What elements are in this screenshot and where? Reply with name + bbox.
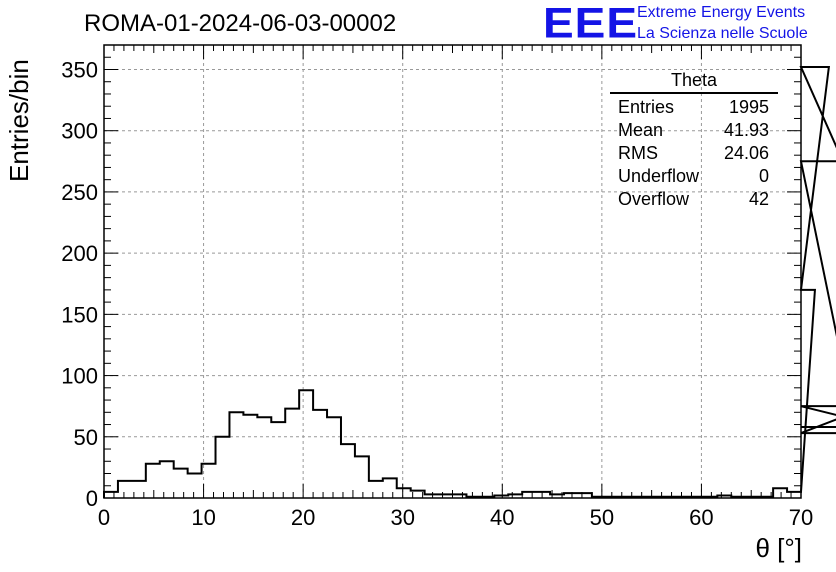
y-tick-label: 300 <box>61 119 98 144</box>
x-axis-label: θ [°] <box>755 533 802 563</box>
grid <box>104 45 801 498</box>
histogram-bin <box>285 409 299 498</box>
histogram-bin <box>118 481 132 498</box>
histogram-bin <box>397 488 411 498</box>
x-tick-label: 40 <box>490 505 514 530</box>
histogram-bin <box>229 412 243 498</box>
axes: 0 10 20 30 40 50 60 70 0 50 100 150 200 250 300 350 <box>61 44 813 530</box>
histogram-bin <box>104 492 118 498</box>
stats-row-entries: Entries 1995 <box>610 96 778 119</box>
histogram-bin <box>787 492 801 498</box>
stats-value: 0 <box>758 166 769 186</box>
histogram-bin <box>383 478 397 498</box>
chart-title: ROMA-01-2024-06-03-00002 <box>84 10 397 37</box>
stats-value: 42 <box>748 189 769 209</box>
stats-value: 24.06 <box>723 143 769 163</box>
x-tick-label: 50 <box>590 505 614 530</box>
histogram-bin <box>369 481 383 498</box>
stats-label: Underflow <box>618 166 700 186</box>
y-tick-label: 100 <box>61 364 98 389</box>
histogram-bin <box>257 417 271 498</box>
histogram-bin <box>536 492 550 498</box>
stats-row-mean: Mean 41.93 <box>610 119 778 142</box>
x-tick-label: 10 <box>191 505 215 530</box>
stats-box: Theta Entries 1995 Mean 41.93 RMS 24.06 … <box>610 70 778 211</box>
x-tick-label: 60 <box>689 505 713 530</box>
x-tick-label: 0 <box>98 505 110 530</box>
histogram-bin <box>188 474 202 498</box>
histogram-bin <box>313 410 327 498</box>
stats-value: 1995 <box>728 97 769 117</box>
stats-label: RMS <box>618 143 658 163</box>
histogram-bin <box>271 422 285 498</box>
stats-title: Theta <box>610 70 778 94</box>
histogram-bin <box>522 492 536 498</box>
y-tick-label: 150 <box>61 302 98 327</box>
logo-text-line2: La Scienza nelle Scuole <box>637 25 808 42</box>
histogram-bin <box>146 464 160 498</box>
stats-row-overflow: Overflow 42 <box>610 188 778 211</box>
stats-label: Entries <box>618 97 675 117</box>
histogram-bin <box>174 469 188 498</box>
histogram-bin <box>355 456 369 498</box>
histogram-bin <box>160 461 174 498</box>
stats-row-underflow: Underflow 0 <box>610 165 778 188</box>
histogram-bin <box>773 488 787 498</box>
y-axis-label: Entries/bin <box>4 59 34 182</box>
histogram-bin <box>216 437 230 498</box>
x-tick-label: 30 <box>390 505 414 530</box>
stats-label: Mean <box>618 120 664 140</box>
y-tick-label: 50 <box>74 425 98 450</box>
y-tick-label: 250 <box>61 180 98 205</box>
histogram-bin <box>341 444 355 498</box>
y-tick-label: 0 <box>86 486 98 511</box>
histogram-bin <box>243 415 257 498</box>
stats-row-rms: RMS 24.06 <box>610 142 778 165</box>
stats-value: 41.93 <box>723 120 769 140</box>
x-tick-label: 70 <box>789 505 813 530</box>
histogram-bin <box>299 390 313 498</box>
stats-label: Overflow <box>618 189 690 209</box>
histogram-bin <box>327 417 341 498</box>
y-tick-label: 200 <box>61 241 98 266</box>
eee-logo-icon: EEE <box>543 0 639 47</box>
logo-text-line1: Extreme Energy Events <box>637 4 806 21</box>
x-tick-label: 20 <box>291 505 315 530</box>
y-tick-label: 350 <box>61 57 98 82</box>
